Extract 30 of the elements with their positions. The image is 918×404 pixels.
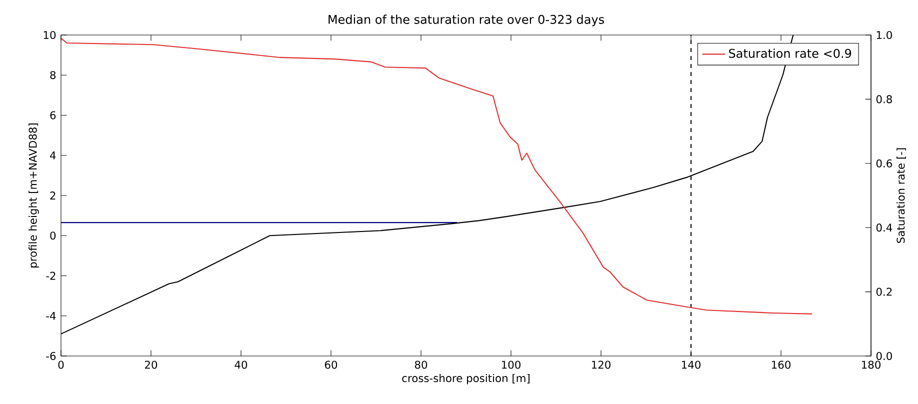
y2-tick-label: 0.4 (876, 224, 892, 232)
x-tick-label: 180 (862, 360, 880, 369)
x-tick-label: 60 (324, 360, 338, 369)
y2-tick-label: 0.0 (876, 352, 892, 360)
x-axis-title: cross-shore position [m] (402, 374, 530, 384)
y2-tick-label: 0.6 (876, 159, 892, 168)
x-tick-label: 100 (502, 360, 520, 369)
y-tick-label: 10 (44, 30, 56, 40)
x-tick-label: 40 (234, 360, 248, 369)
y-tick-label: -2 (46, 272, 56, 280)
y-tick-label: 6 (50, 111, 56, 120)
y-tick-label: -6 (46, 352, 56, 360)
x-tick-label: 20 (144, 360, 158, 369)
x-tick-label: 120 (592, 360, 610, 369)
chart-title: Median of the saturation rate over 0-323 days (328, 14, 604, 26)
y-tick-label: 4 (50, 151, 56, 160)
y2-tick-label: 0.2 (876, 288, 892, 296)
x-tick-label: 160 (772, 360, 790, 369)
y2-tick-label: 0.8 (876, 95, 892, 104)
y-tick-label: 0 (50, 232, 56, 240)
y-tick-label: 8 (50, 71, 56, 80)
y-tick-label: -4 (46, 312, 56, 320)
x-tick-label: 140 (682, 360, 700, 369)
y-tick-label: 2 (50, 192, 56, 200)
x-tick-label: 0 (58, 360, 64, 369)
y2-tick-label: 1.0 (876, 30, 892, 40)
y2-axis-title: Saturation rate [-] (896, 148, 906, 243)
legend-label: Saturation rate <0.9 (729, 48, 852, 58)
y-axis-title: profile height [m+NAVD88] (28, 124, 39, 268)
x-tick-label: 80 (414, 360, 428, 369)
